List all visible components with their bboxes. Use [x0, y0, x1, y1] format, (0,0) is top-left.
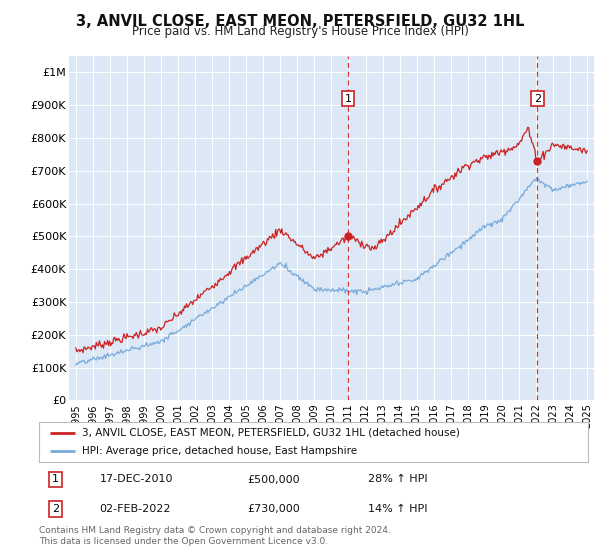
Text: Price paid vs. HM Land Registry's House Price Index (HPI): Price paid vs. HM Land Registry's House …	[131, 25, 469, 38]
Text: Contains HM Land Registry data © Crown copyright and database right 2024.
This d: Contains HM Land Registry data © Crown c…	[39, 526, 391, 546]
Text: £500,000: £500,000	[248, 474, 300, 484]
Text: 17-DEC-2010: 17-DEC-2010	[100, 474, 173, 484]
Text: 1: 1	[344, 94, 352, 104]
Text: 28% ↑ HPI: 28% ↑ HPI	[368, 474, 428, 484]
Text: 3, ANVIL CLOSE, EAST MEON, PETERSFIELD, GU32 1HL (detached house): 3, ANVIL CLOSE, EAST MEON, PETERSFIELD, …	[82, 428, 460, 437]
Text: 02-FEB-2022: 02-FEB-2022	[100, 504, 171, 514]
Text: 1: 1	[52, 474, 59, 484]
Text: 14% ↑ HPI: 14% ↑ HPI	[368, 504, 428, 514]
Text: £730,000: £730,000	[248, 504, 301, 514]
Text: 2: 2	[52, 504, 59, 514]
Text: HPI: Average price, detached house, East Hampshire: HPI: Average price, detached house, East…	[82, 446, 357, 456]
Text: 3, ANVIL CLOSE, EAST MEON, PETERSFIELD, GU32 1HL: 3, ANVIL CLOSE, EAST MEON, PETERSFIELD, …	[76, 14, 524, 29]
Text: 2: 2	[534, 94, 541, 104]
